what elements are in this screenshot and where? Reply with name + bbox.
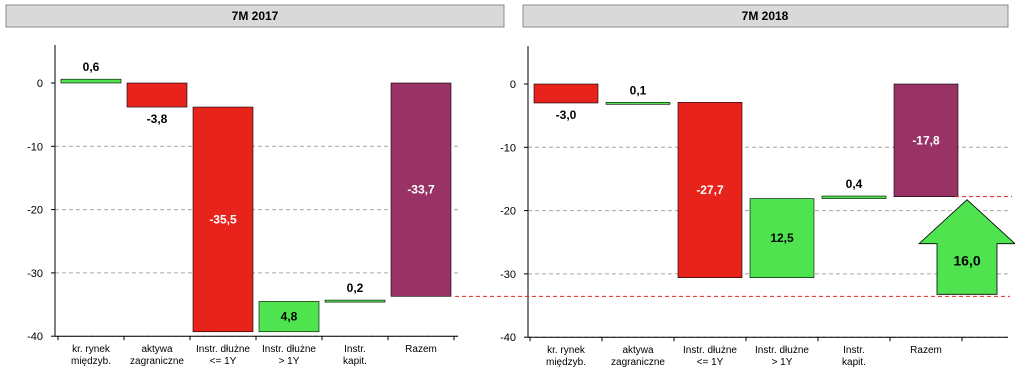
data-label: 0,2 [347, 281, 364, 295]
y-tick-label: -20 [27, 205, 43, 217]
chart-2-title: 7M 2018 [742, 9, 789, 23]
y-tick-label: -40 [500, 332, 516, 344]
category-label: Instr. dłużne [262, 344, 316, 355]
category-label: <= 1Y [697, 357, 724, 368]
y-tick-label: -40 [27, 331, 43, 343]
category-label: kapit. [343, 356, 367, 367]
category-label: > 1Y [772, 357, 793, 368]
category-label: <= 1Y [210, 356, 237, 367]
category-label: zagraniczne [130, 356, 184, 367]
bar [749, 198, 815, 278]
y-tick-label: -10 [500, 142, 516, 154]
chart-2-title-box [522, 4, 1009, 28]
category-label: > 1Y [279, 356, 300, 367]
category-label: międzyb. [546, 357, 586, 368]
y-tick-label: 0 [37, 78, 43, 90]
chart-1-title: 7M 2017 [232, 9, 279, 23]
bar [605, 102, 671, 105]
reference-lines [455, 196, 1012, 297]
category-label: kr. rynek [547, 345, 586, 356]
category-label: Razem [405, 344, 437, 355]
category-label: aktywa [622, 345, 654, 356]
y-tick-label: 0 [510, 79, 516, 91]
chart-1-title-box [5, 4, 505, 28]
data-label: -27,7 [696, 183, 724, 197]
bar [533, 83, 599, 104]
bar [893, 83, 959, 197]
y-tick-label: -30 [27, 268, 43, 280]
bar [192, 106, 254, 333]
bar [60, 78, 122, 84]
bar [821, 195, 887, 199]
category-label: międzyb. [71, 356, 111, 367]
bar [677, 102, 743, 278]
data-label: -35,5 [209, 212, 237, 226]
y-tick-label: -10 [27, 141, 43, 153]
up-arrow-icon [917, 199, 1015, 295]
category-label: Instr. dłużne [196, 344, 250, 355]
data-label: 0,4 [846, 177, 863, 191]
arrow-label: 16,0 [953, 253, 980, 269]
bar [126, 82, 188, 108]
y-tick-label: -20 [500, 206, 516, 218]
data-label: -3,8 [147, 112, 168, 126]
category-label: Instr. dłużne [683, 345, 737, 356]
category-label: aktywa [141, 344, 173, 355]
bar [390, 82, 452, 297]
bar [258, 301, 320, 333]
category-label: Instr. dłużne [755, 345, 809, 356]
data-label: -3,0 [556, 108, 577, 122]
data-label: -17,8 [912, 133, 940, 147]
data-label: -33,7 [407, 183, 435, 197]
category-label: Razem [910, 345, 942, 356]
category-label: kapit. [842, 357, 866, 368]
y-tick-label: -30 [500, 269, 516, 281]
data-label: 12,5 [770, 231, 794, 245]
category-label: zagraniczne [611, 357, 665, 368]
category-label: kr. rynek [72, 344, 111, 355]
category-label: Instr. [843, 345, 865, 356]
category-label: Instr. [344, 344, 366, 355]
data-label: 4,8 [281, 310, 298, 324]
data-label: 0,6 [83, 60, 100, 74]
data-label: 0,1 [630, 83, 647, 97]
bar [324, 299, 386, 303]
